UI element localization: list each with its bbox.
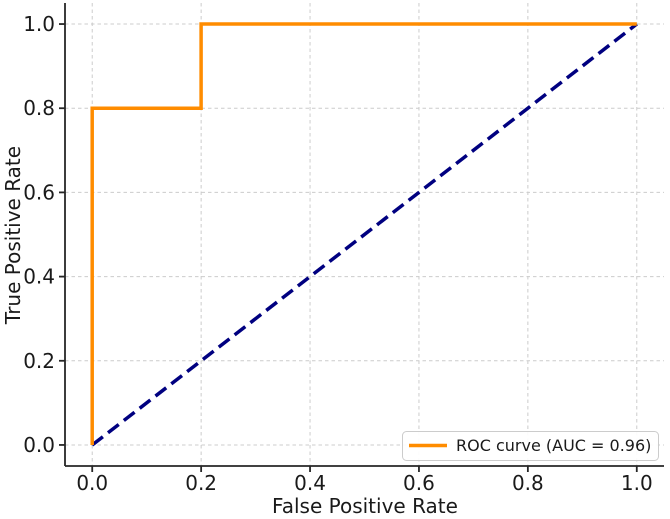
x-tick-label-1.0: 1.0 [621,471,653,495]
y-tick-label-0.0: 0.0 [23,433,55,457]
tick-labels-layer: 0.0 0.2 0.4 0.6 0.8 1.0 0.0 0.2 0.4 0.6 0.8 1.0 [23,12,652,495]
x-tick-label-0.8: 0.8 [512,471,544,495]
y-axis-label: True Positive Rate [1,146,25,325]
y-tick-label-0.2: 0.2 [23,349,55,373]
legend-box [402,431,659,461]
x-axis-label: False Positive Rate [272,494,458,518]
x-tick-label-0.0: 0.0 [76,471,108,495]
x-tick-label-0.2: 0.2 [185,471,217,495]
gridlines-layer [65,3,664,466]
y-tick-label-0.6: 0.6 [23,180,55,204]
axes-layer [59,3,664,472]
x-tick-label-0.6: 0.6 [403,471,435,495]
x-tick-label-0.4: 0.4 [294,471,326,495]
legend-roc-label: ROC curve (AUC = 0.96) [456,436,651,455]
y-tick-label-1.0: 1.0 [23,12,55,36]
y-tick-label-0.4: 0.4 [23,265,55,289]
series-layer [90,22,638,447]
roc-curve-line [90,22,637,445]
y-tick-label-0.8: 0.8 [23,96,55,120]
legend: ROC curve (AUC = 0.96) [402,431,659,461]
chance-diagonal-line [91,22,638,447]
